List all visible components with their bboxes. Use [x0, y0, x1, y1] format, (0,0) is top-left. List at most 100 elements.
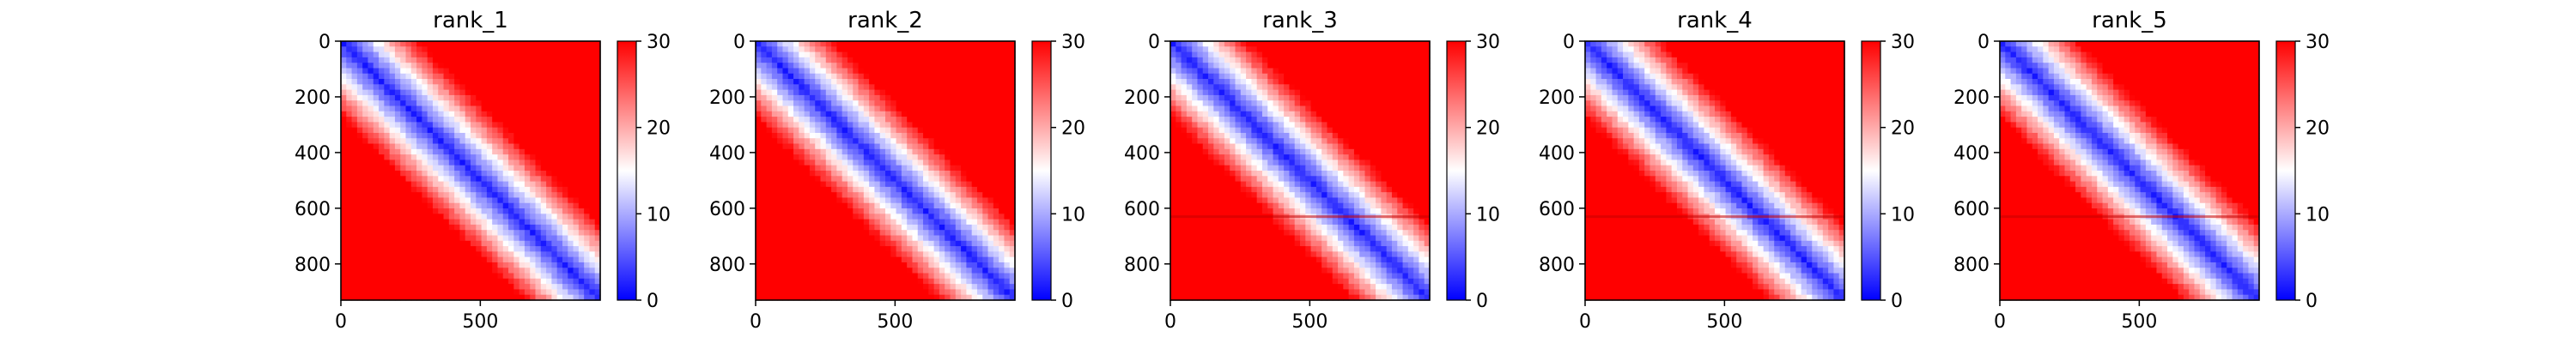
heatmap-cell — [492, 51, 499, 58]
heatmap-cell — [438, 94, 445, 101]
heatmap-cell — [761, 117, 768, 123]
heatmap-cell — [405, 262, 412, 268]
heatmap-cell — [869, 181, 876, 188]
heatmap-cell — [847, 84, 854, 91]
heatmap-cell — [907, 41, 914, 47]
heatmap-cell — [987, 294, 994, 301]
heatmap-cell — [799, 165, 805, 172]
heatmap-cell — [847, 143, 854, 150]
heatmap-cell — [1009, 159, 1016, 166]
heatmap-cell — [901, 192, 908, 199]
heatmap-cell — [351, 171, 358, 177]
heatmap-cell — [568, 278, 574, 285]
heatmap-cell — [1230, 51, 1236, 58]
heatmap-cell — [346, 154, 353, 161]
heatmap-cell — [961, 273, 967, 280]
heatmap-cell — [847, 89, 854, 96]
heatmap-cell — [416, 73, 422, 80]
heatmap-cell — [777, 165, 784, 172]
heatmap-cell — [438, 171, 445, 177]
heatmap-cell — [950, 165, 957, 172]
heatmap-cell — [836, 63, 843, 69]
heatmap-cell — [939, 186, 945, 193]
heatmap-cell — [519, 273, 526, 280]
heatmap-cell — [993, 230, 999, 237]
heatmap-cell — [530, 273, 537, 280]
heatmap-cell — [825, 240, 832, 247]
heatmap-cell — [799, 63, 805, 69]
heatmap-cell — [362, 89, 369, 96]
heatmap-cell — [448, 230, 455, 237]
heatmap-cell — [831, 100, 837, 107]
heatmap-cell — [782, 41, 789, 47]
heatmap-cell — [356, 240, 363, 247]
heatmap-cell — [966, 51, 973, 58]
heatmap-cell — [982, 224, 989, 231]
heatmap-cell — [432, 251, 439, 258]
heatmap-cell — [858, 181, 865, 188]
heatmap-cell — [869, 224, 876, 231]
heatmap-cell — [901, 94, 908, 101]
heatmap-cell — [356, 176, 363, 183]
heatmap-cell — [923, 176, 929, 183]
heatmap-cell — [787, 68, 794, 75]
heatmap-cell — [481, 230, 488, 237]
heatmap-cell — [820, 51, 827, 58]
heatmap-cell — [933, 165, 940, 172]
heatmap-cell — [766, 127, 773, 134]
heatmap-cell — [853, 117, 860, 123]
heatmap-cell — [879, 268, 886, 274]
heatmap-cell — [416, 105, 422, 112]
heatmap-cell — [907, 57, 914, 63]
heatmap-cell — [502, 208, 509, 214]
heatmap-cell — [427, 46, 434, 53]
heatmap-cell — [562, 94, 568, 101]
heatmap-cell — [831, 57, 837, 63]
heatmap-cell — [847, 51, 854, 58]
heatmap-cell — [540, 186, 547, 193]
heatmap-cell — [815, 219, 822, 226]
heatmap-cell — [362, 117, 369, 123]
heatmap-cell — [917, 214, 924, 220]
heatmap-cell — [551, 181, 558, 188]
heatmap-cell — [912, 256, 919, 263]
heatmap-cell — [874, 117, 881, 123]
heatmap-cell — [1009, 68, 1016, 75]
heatmap-cell — [422, 84, 428, 91]
heatmap-cell — [416, 171, 422, 177]
heatmap-cell — [804, 89, 811, 96]
heatmap-cell — [939, 208, 945, 214]
heatmap-cell — [379, 214, 385, 220]
heatmap-cell — [346, 41, 353, 47]
heatmap-cell — [756, 294, 762, 301]
heatmap-cell — [820, 94, 827, 101]
heatmap-cell — [1294, 68, 1301, 75]
heatmap-cell — [901, 154, 908, 161]
heatmap-cell — [471, 84, 477, 91]
heatmap-cell — [939, 192, 945, 199]
heatmap-cell — [955, 192, 962, 199]
heatmap-cell — [804, 154, 811, 161]
heatmap-cell — [379, 138, 385, 145]
heatmap-cell — [432, 192, 439, 199]
heatmap-cell — [971, 289, 978, 296]
heatmap-cell — [594, 197, 601, 204]
heatmap-cell — [1353, 63, 1360, 69]
heatmap-cell — [454, 100, 461, 107]
heatmap-cell — [950, 84, 957, 91]
heatmap-cell — [950, 256, 957, 263]
heatmap-cell — [1343, 73, 1350, 80]
heatmap-cell — [438, 79, 445, 85]
heatmap-cell — [1004, 46, 1011, 53]
heatmap-cell — [584, 57, 591, 63]
heatmap-cell — [766, 186, 773, 193]
heatmap-cell — [368, 181, 374, 188]
heatmap-cell — [454, 46, 461, 53]
heatmap-cell — [405, 73, 412, 80]
heatmap-cell — [568, 143, 574, 150]
heatmap-cell — [841, 284, 848, 291]
heatmap-cell — [448, 51, 455, 58]
heatmap-cell — [907, 208, 914, 214]
heatmap-cell — [831, 262, 837, 268]
heatmap-cell — [373, 235, 380, 242]
